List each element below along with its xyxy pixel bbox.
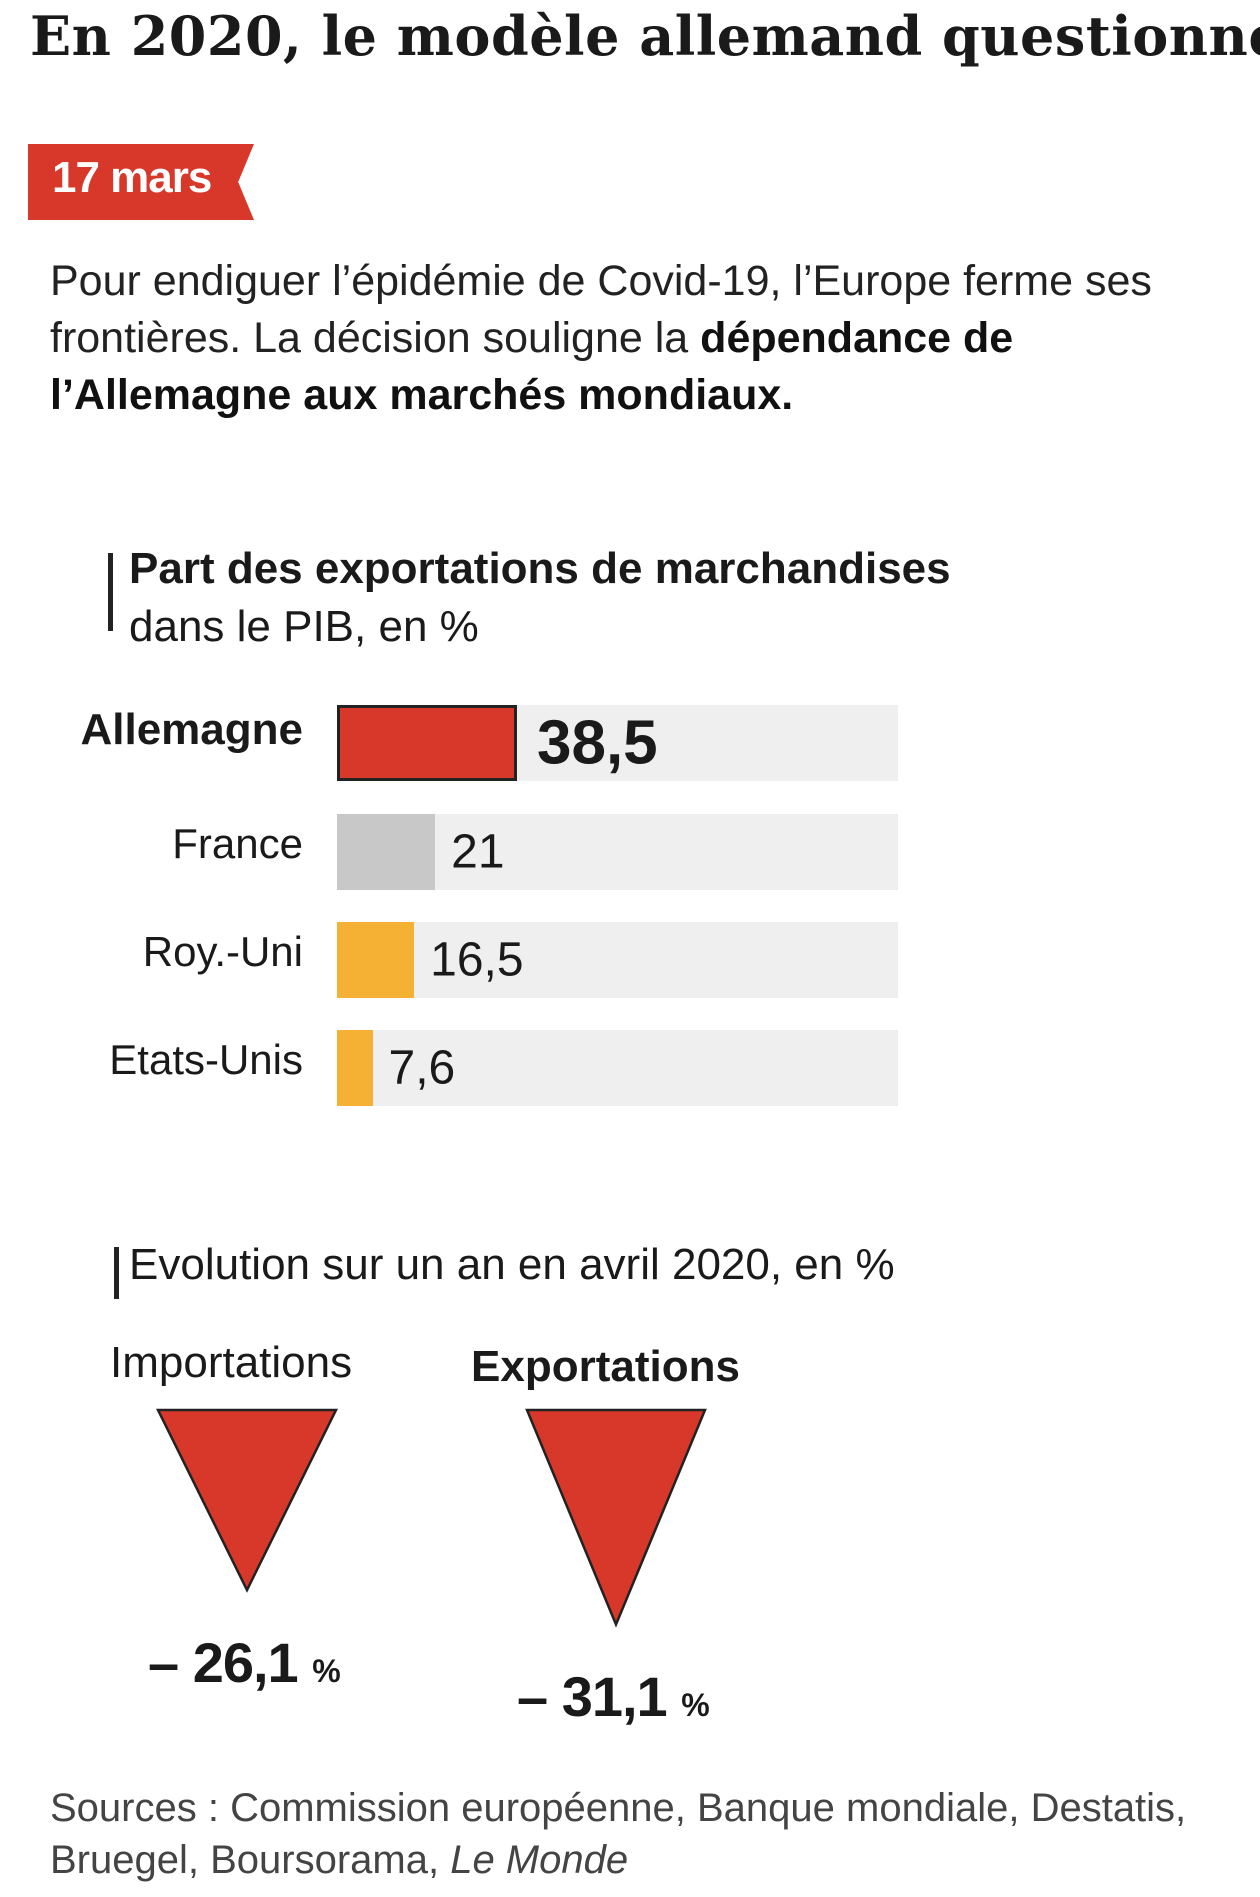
intro-bold: dépendance de l’Allemagne aux marchés mo… bbox=[50, 314, 1014, 419]
bar-value-label: 38,5 bbox=[536, 708, 658, 778]
triangle-value-label: – 26,1 % bbox=[148, 1630, 341, 1695]
bar-chart-title-main: Part des exportations de marchandises bbox=[129, 544, 951, 593]
sources-italic: Le Monde bbox=[450, 1838, 629, 1882]
evolution-title: Evolution sur un an en avril 2020, en % bbox=[129, 1240, 895, 1289]
triangle-value-number: – 31,1 bbox=[517, 1665, 682, 1729]
triangle-value-unit: % bbox=[681, 1687, 709, 1724]
sources-note: Sources : Commission européenne, Banque … bbox=[50, 1782, 1230, 1886]
triangle-value-label: – 31,1 % bbox=[517, 1664, 710, 1729]
triangle-value-number: – 26,1 bbox=[148, 1631, 313, 1694]
triangle-category-label: Importations bbox=[110, 1338, 353, 1387]
bar bbox=[337, 705, 517, 781]
bar-track: 38,5 bbox=[337, 705, 898, 781]
infographic-title: En 2020, le modèle allemand questionné bbox=[30, 4, 1260, 68]
triangle-category-label: Exportations bbox=[471, 1342, 740, 1391]
intro-regular: Pour endiguer l’épidémie de Covid-19, l’… bbox=[50, 257, 1152, 362]
bar-value-label: 16,5 bbox=[430, 933, 524, 987]
triangle-value-unit: % bbox=[312, 1653, 340, 1689]
bar-chart-title: Part des exportations de marchandises da… bbox=[129, 540, 951, 656]
bar-value-label: 7,6 bbox=[388, 1041, 456, 1095]
bar-category-label: Etats-Unis bbox=[109, 1036, 303, 1083]
intro-text: Pour endiguer l’épidémie de Covid-19, l’… bbox=[50, 253, 1200, 424]
bar-chart-subtitle: dans le PIB, en % bbox=[129, 602, 479, 651]
bar bbox=[337, 814, 436, 890]
date-tag: 17 mars bbox=[28, 144, 254, 220]
bar-category-label: Roy.-Uni bbox=[142, 928, 303, 975]
bar bbox=[337, 922, 415, 998]
bar-category-label: France bbox=[172, 820, 303, 867]
bar-track: 16,5 bbox=[337, 922, 898, 998]
triangle-mark bbox=[155, 1408, 339, 1593]
bar bbox=[337, 1030, 373, 1106]
triangle-shape bbox=[525, 1408, 707, 1628]
section-marker-2 bbox=[114, 1247, 119, 1299]
date-tag-label: 17 mars bbox=[52, 153, 212, 202]
bar-category-label: Allemagne bbox=[80, 705, 303, 754]
bar-track: 21 bbox=[337, 814, 898, 890]
triangle-shape bbox=[155, 1408, 339, 1593]
section-marker bbox=[108, 553, 113, 631]
sources-regular: Sources : Commission européenne, Banque … bbox=[50, 1786, 1187, 1882]
bar-value-label: 21 bbox=[451, 825, 505, 879]
triangle-mark bbox=[525, 1408, 707, 1628]
bar-track: 7,6 bbox=[337, 1030, 898, 1106]
